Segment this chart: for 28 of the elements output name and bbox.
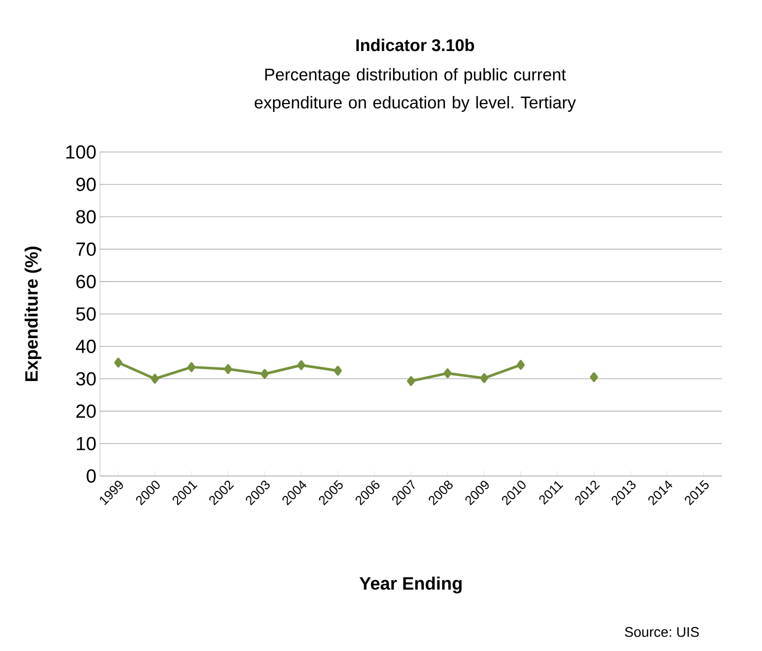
point — [224, 364, 232, 374]
point — [407, 376, 416, 386]
y-tick-label: 40 — [76, 340, 96, 354]
y-tick-label: 70 — [76, 242, 96, 256]
point — [516, 360, 525, 370]
chart-title: Indicator 3.10b — [356, 38, 474, 52]
y-tick-label: 90 — [76, 178, 96, 192]
point — [150, 374, 159, 384]
point — [444, 368, 452, 378]
point — [334, 366, 342, 376]
chart-subtitle: Percentage distribution of public current expenditure on education by level. Tertiary — [254, 68, 576, 112]
x-axis-title: Year Ending — [360, 576, 462, 594]
y-tick-label: 80 — [76, 210, 96, 224]
point — [260, 369, 269, 379]
point — [114, 358, 122, 368]
point — [187, 362, 196, 372]
point — [480, 373, 488, 384]
source-note: Source: UIS — [624, 627, 699, 637]
y-tick-label: 60 — [76, 274, 96, 288]
y-tick-label: 20 — [76, 404, 96, 418]
point — [590, 372, 598, 382]
y-tick-label: 0 — [86, 469, 96, 483]
y-tick-label: 100 — [66, 145, 96, 159]
point — [297, 360, 306, 370]
y-tick-label: 10 — [76, 436, 96, 450]
y-tick-label: 30 — [76, 372, 96, 386]
y-tick-label: 50 — [76, 307, 96, 321]
y-axis-title: Expenditure (%) — [24, 246, 42, 382]
